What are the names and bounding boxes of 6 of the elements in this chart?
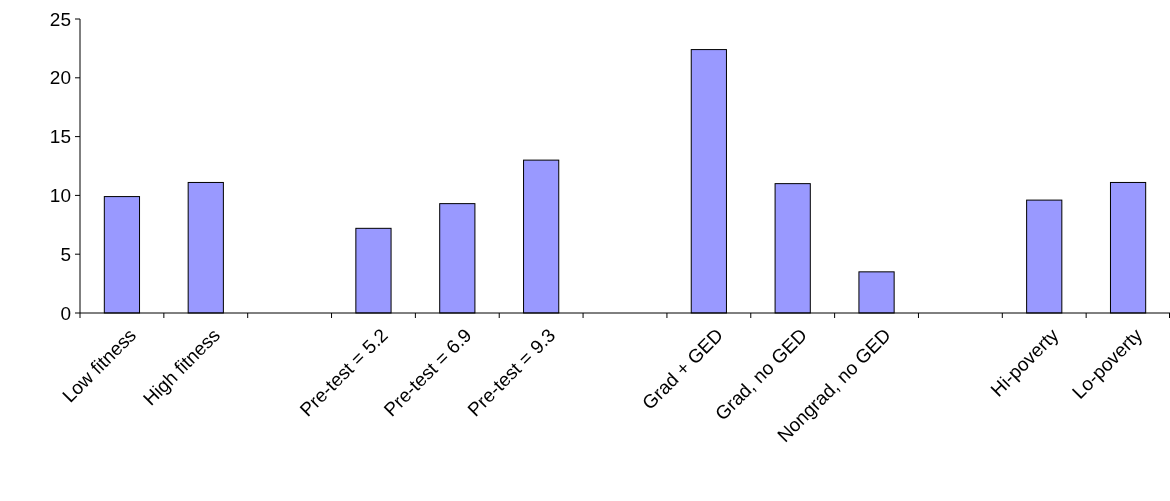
y-tick-label: 0: [60, 302, 71, 324]
y-tick-label: 5: [60, 243, 71, 265]
y-tick-label: 15: [49, 126, 71, 148]
y-tick-label: 20: [49, 67, 71, 89]
y-tick-label: 25: [49, 8, 71, 30]
y-tick-label: 10: [49, 185, 71, 207]
